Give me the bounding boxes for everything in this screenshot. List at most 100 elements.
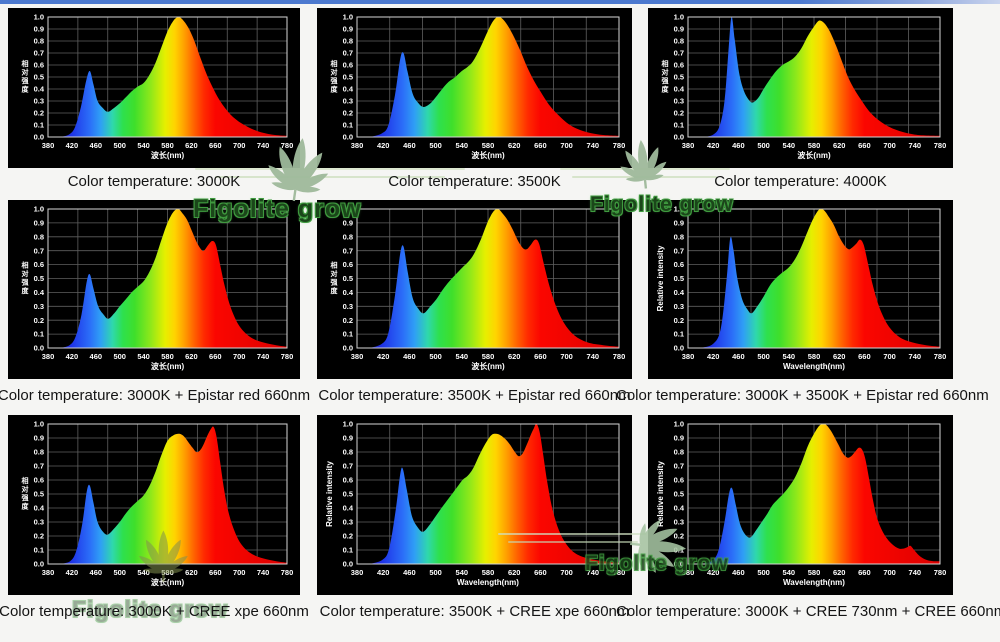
x-tick-label: 580 (161, 141, 174, 150)
x-axis-label: Wavelength(nm) (457, 578, 519, 587)
x-tick-label: 540 (137, 568, 150, 577)
x-axis-label: Wavelength(nm) (783, 578, 845, 587)
y-tick-label: 0.7 (674, 462, 684, 471)
x-tick-label: 540 (783, 568, 796, 577)
x-axis-label: Wavelength(nm) (783, 362, 845, 371)
spectrum-chart-panel-9: 1.00.90.80.70.60.50.40.30.20.10.03804204… (648, 415, 953, 595)
y-tick-label: 0.8 (343, 448, 353, 457)
y-tick-label: 0.6 (674, 260, 684, 269)
y-tick-label: 0.8 (34, 448, 44, 457)
chart-caption-2: Color temperature: 3500K (388, 173, 561, 190)
x-tick-label: 580 (808, 352, 821, 361)
y-tick-label: 0.5 (674, 274, 684, 283)
x-tick-label: 780 (934, 141, 947, 150)
cannabis-leaf-icon (620, 140, 667, 189)
x-tick-label: 660 (858, 568, 871, 577)
y-tick-label: 1.0 (343, 420, 353, 429)
x-tick-label: 460 (403, 352, 416, 361)
spectrum-area (703, 16, 940, 137)
x-tick-label: 420 (66, 568, 79, 577)
y-tick-label: 0.7 (674, 49, 684, 58)
y-tick-label: 0.9 (34, 25, 44, 34)
y-tick-label: 0.3 (343, 518, 353, 527)
x-tick-label: 700 (233, 141, 246, 150)
x-axis-label: 波长(nm) (471, 150, 505, 160)
y-tick-label: 0.3 (34, 97, 44, 106)
y-tick-label: 0.2 (674, 316, 684, 325)
x-tick-label: 540 (456, 141, 469, 150)
x-tick-label: 580 (482, 568, 495, 577)
watermark-text: Figolite grow (590, 193, 734, 216)
spectrum-area (370, 208, 619, 348)
y-tick-label: 0.7 (674, 246, 684, 255)
y-tick-label: 0.7 (343, 246, 353, 255)
x-tick-label: 740 (587, 352, 600, 361)
x-tick-label: 740 (257, 141, 270, 150)
spectrum-area (60, 16, 287, 137)
x-axis-label: 波长(nm) (797, 150, 831, 160)
y-tick-label: 1.0 (34, 420, 44, 429)
y-axis-label: 相对强度 (662, 59, 670, 94)
y-tick-label: 0.4 (343, 504, 354, 513)
cannabis-leaf-icon (138, 529, 188, 582)
y-tick-label: 0.2 (34, 109, 44, 118)
x-tick-label: 740 (587, 141, 600, 150)
x-tick-label: 740 (257, 568, 270, 577)
y-tick-label: 0.7 (34, 49, 44, 58)
x-tick-label: 380 (682, 568, 695, 577)
y-tick-label: 0.5 (34, 73, 44, 82)
x-tick-label: 780 (613, 568, 626, 577)
x-tick-label: 500 (113, 568, 126, 577)
y-tick-label: 0.4 (34, 288, 45, 297)
y-tick-label: 0.1 (34, 546, 44, 555)
y-tick-label: 0.0 (34, 344, 44, 353)
x-tick-label: 580 (808, 141, 821, 150)
chart-caption-6: Color temperature: 3000K + 3500K + Epist… (616, 387, 989, 404)
x-axis-label: 波长(nm) (151, 150, 185, 160)
spectrum-area (60, 426, 287, 564)
y-tick-label: 0.5 (674, 490, 684, 499)
y-tick-label: 0.8 (34, 37, 44, 46)
x-tick-label: 580 (161, 352, 174, 361)
y-tick-label: 0.9 (674, 219, 684, 228)
y-tick-label: 0.9 (343, 434, 353, 443)
x-tick-label: 460 (90, 141, 103, 150)
y-tick-label: 0.1 (343, 121, 353, 130)
watermark-text: Figolite grow (193, 195, 362, 223)
x-tick-label: 740 (257, 352, 270, 361)
y-tick-label: 0.1 (34, 121, 44, 130)
y-tick-label: 0.4 (343, 85, 354, 94)
x-tick-label: 620 (185, 568, 198, 577)
x-tick-label: 620 (833, 568, 846, 577)
cannabis-leaf-icon (267, 138, 328, 202)
y-tick-label: 0.4 (674, 85, 685, 94)
y-tick-label: 0.3 (674, 302, 684, 311)
x-tick-label: 500 (429, 568, 442, 577)
x-tick-label: 420 (707, 141, 720, 150)
x-tick-label: 420 (707, 352, 720, 361)
y-tick-label: 0.7 (34, 246, 44, 255)
x-tick-label: 660 (534, 141, 547, 150)
x-tick-label: 660 (209, 141, 222, 150)
watermark-text: Figolite grow (72, 596, 229, 622)
x-tick-label: 500 (429, 141, 442, 150)
x-tick-label: 460 (90, 568, 103, 577)
x-tick-label: 460 (732, 141, 745, 150)
y-tick-label: 0.2 (343, 532, 353, 541)
x-tick-label: 420 (377, 141, 390, 150)
y-tick-label: 1.0 (343, 13, 353, 22)
chart-caption-8: Color temperature: 3500K + CREE xpe 660n… (319, 603, 630, 620)
watermark-streak (498, 533, 646, 535)
x-tick-label: 660 (534, 568, 547, 577)
x-tick-label: 620 (185, 352, 198, 361)
spectrum-chart-panel-3: 1.0 0.9 0.8 0.7 0.6 0.5 0.4 0.3 0.2 0.1 0.0 380 420 4… (648, 8, 953, 168)
x-tick-label: 500 (113, 141, 126, 150)
spectrum-area (60, 208, 287, 348)
x-tick-label: 380 (42, 568, 55, 577)
y-axis-label: 相对强度 (331, 261, 339, 296)
watermark-text: Figolite grow (585, 552, 729, 575)
